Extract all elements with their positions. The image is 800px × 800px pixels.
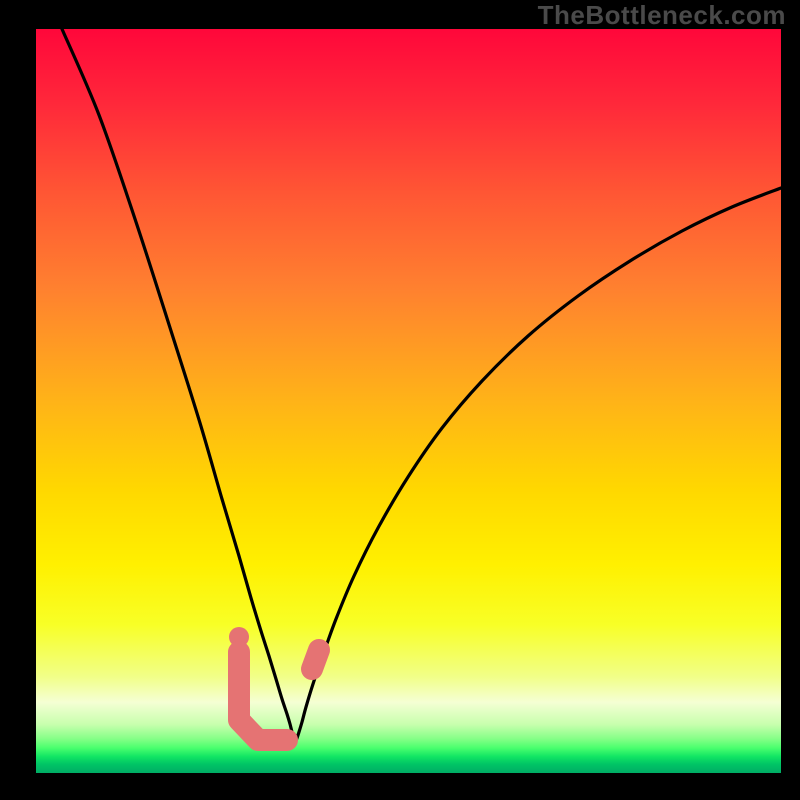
marker-right-stroke (312, 650, 319, 669)
chart-container: { "watermark": { "text": "TheBottleneck.… (0, 0, 800, 800)
watermark: TheBottleneck.com (538, 0, 786, 31)
bottleneck-chart (0, 0, 800, 800)
plot-background (36, 29, 781, 773)
